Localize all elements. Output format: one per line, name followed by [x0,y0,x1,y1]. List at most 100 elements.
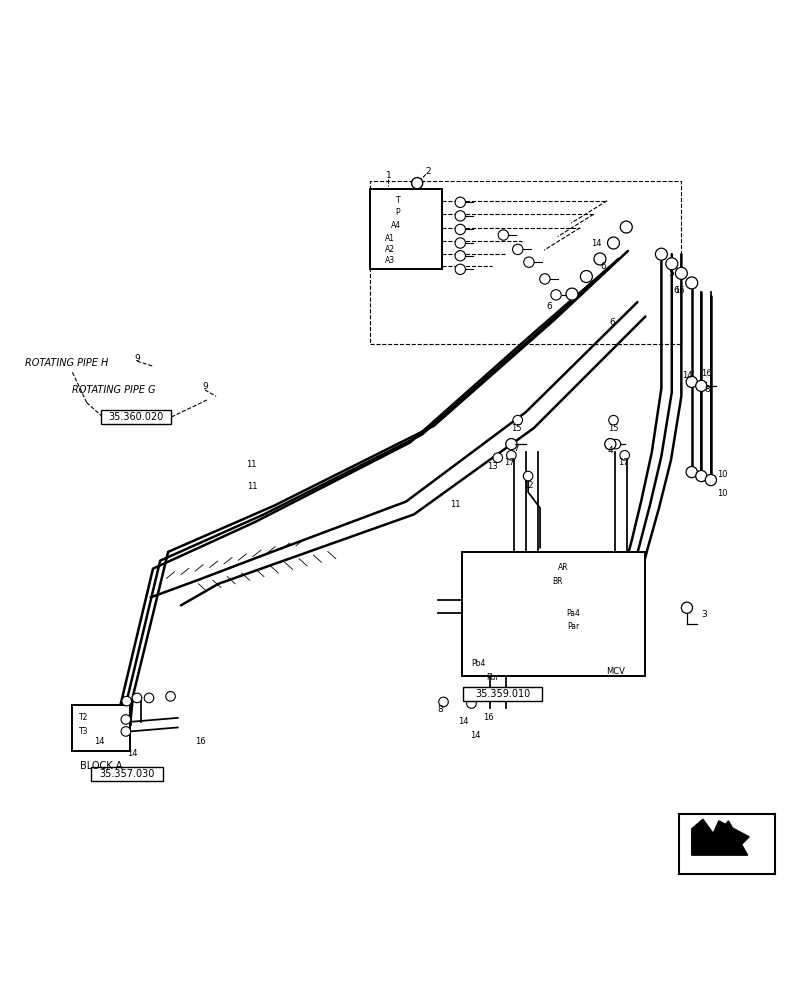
Text: 11: 11 [247,482,258,491]
Circle shape [122,696,131,706]
Circle shape [675,267,686,279]
Text: 14: 14 [94,737,105,746]
Polygon shape [705,821,749,853]
Text: 17: 17 [504,458,514,467]
Text: 14: 14 [457,717,468,726]
Circle shape [454,197,465,207]
Text: 14: 14 [590,239,600,248]
Text: 8: 8 [437,705,443,714]
Text: 15: 15 [510,424,521,433]
Circle shape [604,439,616,450]
Circle shape [411,178,423,189]
Bar [461,552,645,676]
Text: 16: 16 [701,369,711,378]
Text: T3: T3 [79,727,88,736]
Circle shape [695,470,706,482]
Circle shape [654,248,667,260]
Polygon shape [691,819,747,855]
Text: 6: 6 [546,302,551,311]
Bar [370,189,441,269]
Circle shape [512,244,522,255]
Text: P: P [395,208,400,217]
Circle shape [580,271,592,283]
Text: 1: 1 [385,171,391,180]
Text: 6: 6 [608,318,614,327]
Bar [678,814,774,874]
Circle shape [492,453,502,462]
Circle shape [498,230,508,240]
Circle shape [611,439,620,449]
Circle shape [685,466,697,478]
Text: MCV: MCV [605,667,624,676]
Text: 14: 14 [681,371,692,380]
Circle shape [121,727,131,736]
Text: ROTATING PIPE G: ROTATING PIPE G [72,385,156,395]
Text: 16: 16 [195,737,205,746]
Circle shape [550,290,560,300]
Text: 35.359.010: 35.359.010 [474,689,530,699]
Text: BR: BR [551,577,562,586]
Text: 11: 11 [449,500,460,509]
Circle shape [513,415,522,425]
Text: 12: 12 [522,481,533,490]
Text: A2: A2 [384,245,394,254]
Circle shape [454,251,465,261]
Circle shape [165,692,175,701]
Text: 6: 6 [672,286,678,295]
Text: Pa4: Pa4 [566,609,580,618]
Text: 35.360.020: 35.360.020 [109,412,164,422]
Circle shape [685,277,697,289]
Circle shape [607,237,619,249]
Circle shape [539,274,549,284]
Circle shape [121,715,131,724]
Text: A3: A3 [384,256,395,265]
Text: 10: 10 [716,489,727,498]
Circle shape [619,451,629,460]
Bar [101,410,171,424]
Circle shape [620,221,632,233]
Text: 35.357.030: 35.357.030 [99,769,154,779]
Circle shape [144,693,153,703]
Text: 6: 6 [599,262,605,271]
Circle shape [132,693,142,703]
Text: 5: 5 [667,269,673,278]
Text: A1: A1 [384,234,394,243]
Text: 17: 17 [617,458,628,467]
Circle shape [705,474,715,486]
Bar [370,181,680,344]
Circle shape [466,699,475,708]
Text: 9: 9 [134,354,139,363]
Circle shape [565,288,577,300]
Text: 16: 16 [483,713,493,722]
Circle shape [505,439,517,450]
Circle shape [454,211,465,221]
Text: 3: 3 [701,610,706,619]
Text: 2: 2 [425,167,431,176]
Text: BLOCK A: BLOCK A [79,761,122,771]
Bar [72,705,130,751]
Text: 11: 11 [246,460,256,469]
Circle shape [506,451,516,460]
Circle shape [523,257,534,267]
Text: 10: 10 [716,470,727,479]
Text: ROTATING PIPE H: ROTATING PIPE H [24,358,108,368]
Text: 14: 14 [470,731,480,740]
Text: Pb4: Pb4 [471,659,485,668]
Circle shape [454,224,465,235]
Text: 16: 16 [673,286,684,295]
Text: 8: 8 [704,385,710,394]
Circle shape [454,238,465,248]
Circle shape [438,697,448,707]
Text: Par: Par [567,622,579,631]
Circle shape [665,258,677,270]
Text: A4: A4 [390,221,400,230]
Text: 13: 13 [487,462,497,471]
Text: T: T [395,196,400,205]
Bar [91,767,162,781]
Text: 14: 14 [127,749,137,758]
Text: Pbr: Pbr [485,673,498,682]
Text: 7: 7 [513,444,518,453]
Bar [463,687,541,701]
Circle shape [680,602,692,613]
Circle shape [695,380,706,391]
